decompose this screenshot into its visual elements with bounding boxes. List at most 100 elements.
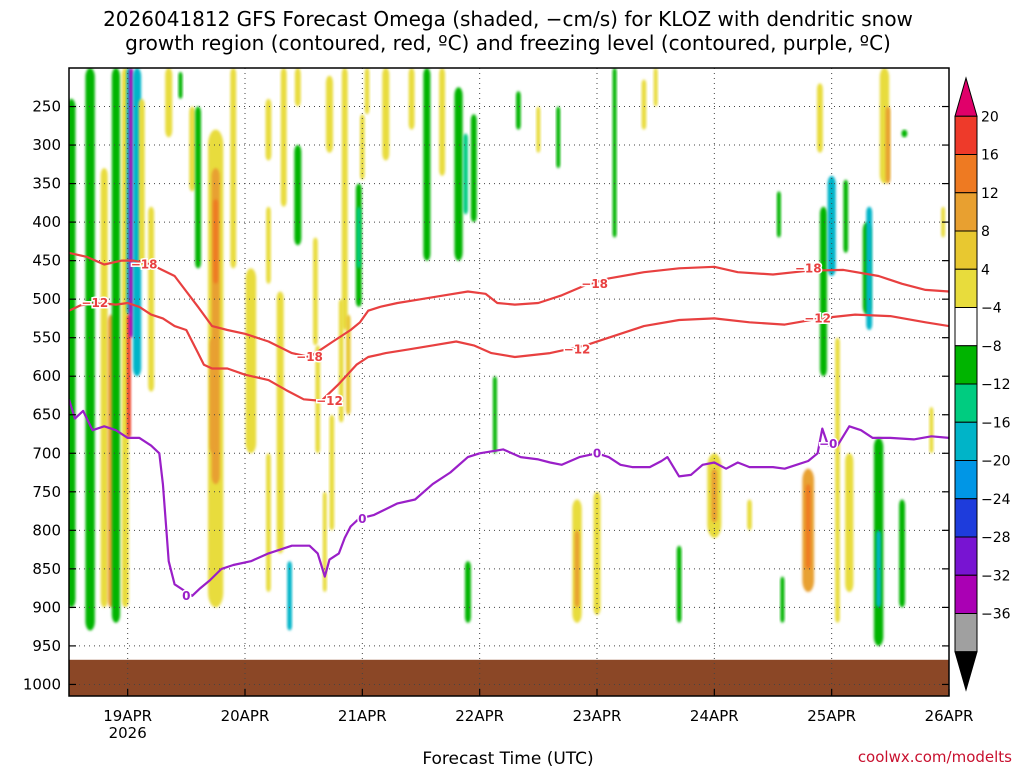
omega-region-34 (329, 414, 335, 531)
omega-region-69 (819, 206, 827, 377)
omega-region-51 (516, 91, 521, 130)
terrain-fill (69, 659, 949, 696)
contour-lines (69, 251, 949, 597)
omega-region-0 (69, 98, 76, 608)
y-tick-label-750: 750 (32, 483, 61, 501)
y-tick-label-500: 500 (32, 290, 61, 308)
contour-label-1: −12 (81, 296, 108, 310)
terrain-layer (69, 659, 949, 696)
contour-label-2: −18 (296, 350, 323, 364)
omega-region-80 (899, 499, 905, 608)
colorbar-label-6: −8 (981, 339, 1002, 355)
omega-region-73 (845, 453, 854, 592)
omega-region-7 (126, 314, 131, 438)
omega-region-71 (835, 337, 840, 623)
y-tick-label-300: 300 (32, 136, 61, 154)
omega-region-4 (111, 68, 121, 623)
omega-region-58 (641, 79, 647, 130)
contour-line-minus18 (69, 251, 949, 359)
omega-region-8 (129, 68, 134, 338)
colorbar-label-11: −28 (981, 530, 1011, 546)
omega-region-14 (189, 106, 196, 192)
y-tick-label-850: 850 (32, 560, 61, 578)
omega-region-45 (439, 68, 446, 176)
contour-label-8: 0 (182, 589, 190, 603)
contour-label-4: −18 (581, 277, 608, 291)
omega-region-48 (470, 114, 477, 223)
colorbar-label-13: −36 (981, 607, 1011, 623)
colorbar-swatch-7 (954, 345, 978, 385)
omega-region-65 (776, 191, 781, 238)
y-axis-pressure-ticks: 250 300 350 400 450 500 550 600 650 700 750 800 850 9… (23, 98, 949, 693)
contour-labels: −18 −12 −18 −12 −18 −12 −18 −12 0 0 0 −0 (80, 256, 839, 604)
contour-label-6: −18 (795, 261, 822, 275)
x-tick-label-20apr: 20APR (221, 707, 270, 725)
omega-region-64 (780, 576, 785, 623)
omega-region-30 (313, 237, 318, 346)
x-tick-label-25apr: 25APR (807, 707, 856, 725)
omega-region-15 (195, 106, 201, 269)
colorbar-label-9: −20 (981, 454, 1011, 470)
colorbar-swatch-5 (954, 268, 978, 308)
omega-region-57 (612, 68, 617, 238)
omega-region-81 (901, 129, 908, 138)
omega-region-62 (711, 468, 718, 523)
contour-label-7: −12 (804, 311, 831, 325)
omega-region-22 (265, 98, 272, 161)
omega-region-39 (356, 206, 361, 269)
x-tick-label-24apr: 24APR (690, 707, 739, 725)
omega-region-20 (230, 68, 237, 269)
x-tick-label-22apr: 22APR (455, 707, 504, 725)
y-tick-label-900: 900 (32, 598, 61, 616)
credit-text: coolwx.com/modelts (858, 748, 1012, 766)
omega-region-26 (280, 68, 287, 207)
omega-region-55 (574, 530, 580, 608)
omega-region-75 (866, 206, 873, 330)
colorbar-label-8: −16 (981, 415, 1011, 431)
y-tick-label-350: 350 (32, 175, 61, 193)
omega-shading (69, 68, 946, 646)
colorbar-label-4: 4 (981, 262, 990, 278)
x-axis-label: Forecast Time (UTC) (422, 749, 593, 768)
omega-region-24 (266, 453, 271, 592)
colorbar-label-7: −12 (981, 377, 1011, 393)
x-tick-label-19apr: 19APR (103, 707, 152, 725)
omega-region-53 (556, 106, 561, 169)
omega-region-43 (408, 68, 415, 130)
y-tick-label-950: 950 (32, 637, 61, 655)
colorbar-arrow-top (954, 76, 978, 117)
y-tick-label-600: 600 (32, 367, 61, 385)
omega-region-60 (676, 545, 682, 623)
omega-region-67 (805, 484, 811, 569)
omega-region-79 (885, 106, 891, 184)
chart-title-line-1: 2026041812 GFS Forecast Omega (shaded, −… (103, 7, 913, 31)
omega-region-47 (463, 133, 468, 215)
omega-region-59 (653, 68, 658, 107)
omega-region-41 (364, 68, 370, 115)
y-tick-label-1000: 1000 (23, 675, 61, 693)
colorbar-swatch-12 (954, 536, 978, 576)
omega-region-72 (843, 179, 849, 253)
colorbar-arrow-bottom (954, 651, 978, 692)
y-tick-label-250: 250 (32, 98, 61, 116)
omega-region-29 (294, 68, 301, 107)
omega-region-23 (266, 206, 271, 284)
omega-region-28 (294, 145, 302, 246)
contour-label-9: 0 (358, 512, 366, 526)
plot-frame (68, 67, 950, 697)
omega-region-1 (85, 68, 95, 631)
chart-title-line-2: growth region (contoured, red, ºC) and f… (125, 31, 891, 55)
x-tick-label-26apr: 26APR (925, 707, 974, 725)
colorbar-swatch-4 (954, 230, 978, 270)
colorbar-label-12: −32 (981, 568, 1011, 584)
omega-region-2 (100, 168, 108, 608)
x-tick-label-23apr: 23APR (573, 707, 622, 725)
omega-region-77 (876, 530, 881, 608)
omega-region-44 (423, 68, 431, 261)
colorbar-label-10: −24 (981, 492, 1011, 508)
omega-region-42 (382, 68, 390, 161)
omega-region-31 (315, 345, 321, 454)
omega-region-70 (827, 175, 836, 277)
omega-region-63 (747, 499, 752, 531)
